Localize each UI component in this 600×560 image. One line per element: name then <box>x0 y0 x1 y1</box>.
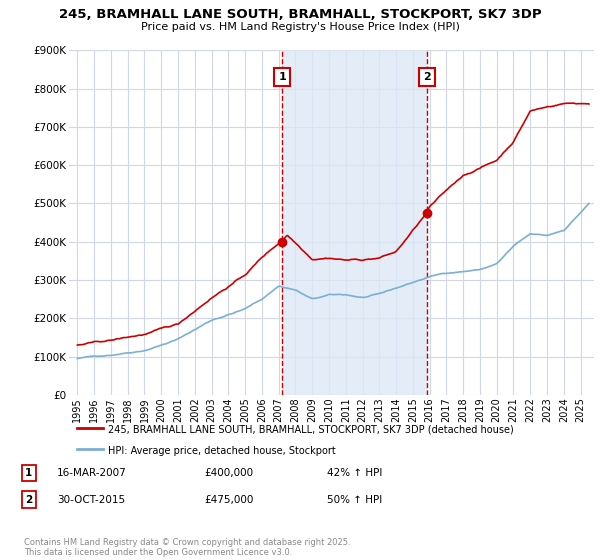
Text: 1: 1 <box>25 468 32 478</box>
Text: Contains HM Land Registry data © Crown copyright and database right 2025.
This d: Contains HM Land Registry data © Crown c… <box>24 538 350 557</box>
Text: 2: 2 <box>25 494 32 505</box>
Text: £475,000: £475,000 <box>204 494 253 505</box>
Text: HPI: Average price, detached house, Stockport: HPI: Average price, detached house, Stoc… <box>109 446 336 456</box>
Text: 42% ↑ HPI: 42% ↑ HPI <box>327 468 382 478</box>
Text: £400,000: £400,000 <box>204 468 253 478</box>
Text: 1: 1 <box>278 72 286 82</box>
Text: 245, BRAMHALL LANE SOUTH, BRAMHALL, STOCKPORT, SK7 3DP (detached house): 245, BRAMHALL LANE SOUTH, BRAMHALL, STOC… <box>109 424 514 435</box>
Text: 245, BRAMHALL LANE SOUTH, BRAMHALL, STOCKPORT, SK7 3DP: 245, BRAMHALL LANE SOUTH, BRAMHALL, STOC… <box>59 8 541 21</box>
Text: 30-OCT-2015: 30-OCT-2015 <box>57 494 125 505</box>
Bar <box>282 50 427 395</box>
Text: 50% ↑ HPI: 50% ↑ HPI <box>327 494 382 505</box>
Text: 16-MAR-2007: 16-MAR-2007 <box>57 468 127 478</box>
Text: Price paid vs. HM Land Registry's House Price Index (HPI): Price paid vs. HM Land Registry's House … <box>140 22 460 32</box>
Text: 2: 2 <box>423 72 431 82</box>
